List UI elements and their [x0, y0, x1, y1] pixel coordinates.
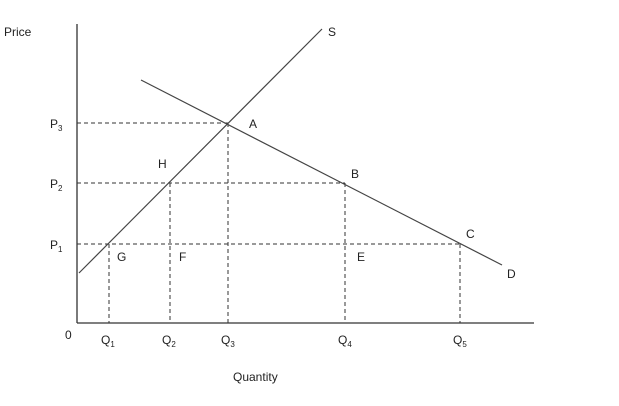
demand-curve	[140, 79, 503, 266]
p1-label: P1	[50, 238, 63, 254]
p2-label: P2	[50, 177, 63, 193]
point-f-label: F	[179, 250, 186, 264]
q3-label: Q3	[221, 333, 235, 349]
point-h-label: H	[158, 157, 167, 171]
q2-label: Q2	[162, 333, 176, 349]
point-g-label: G	[117, 250, 126, 264]
supply-label: S	[328, 25, 336, 39]
point-e-label: E	[357, 250, 365, 264]
demand-label: D	[507, 267, 516, 281]
supply-curve	[78, 28, 323, 274]
q1-label: Q1	[101, 333, 115, 349]
point-c-label: C	[466, 227, 475, 241]
point-b-label: B	[351, 167, 359, 181]
quantity-axis-label: Quantity	[233, 370, 278, 384]
origin-label: 0	[65, 328, 72, 342]
price-axis-label: Price	[4, 25, 32, 39]
q5-label: Q5	[453, 333, 467, 349]
p3-label: P3	[50, 117, 63, 133]
q4-label: Q4	[338, 333, 352, 349]
point-a-label: A	[249, 117, 257, 131]
